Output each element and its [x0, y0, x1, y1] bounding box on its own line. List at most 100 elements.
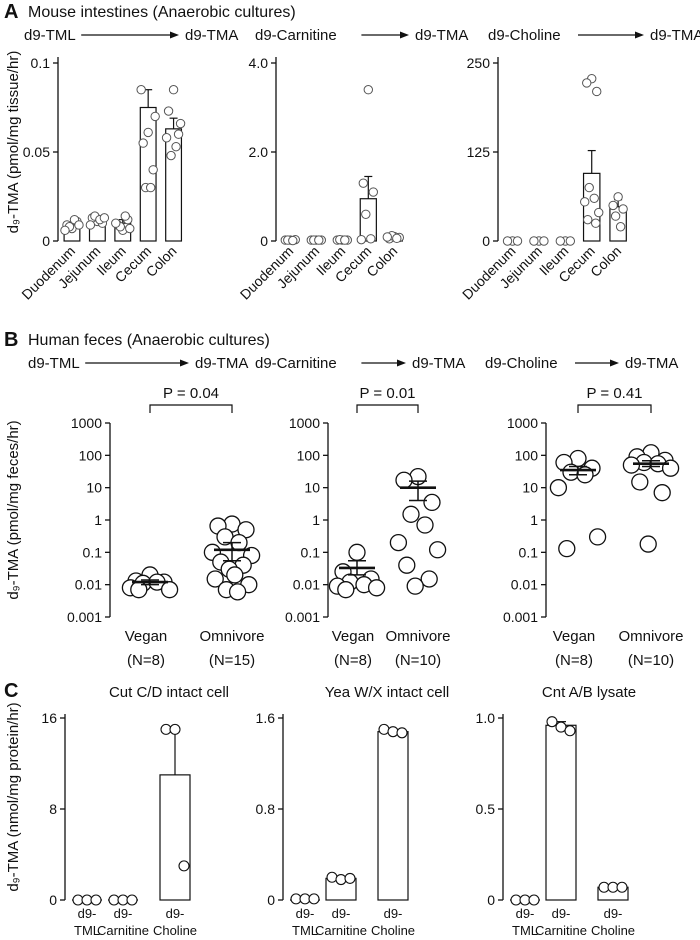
- panel-a-chart3-xtick-label: Colon: [587, 243, 624, 280]
- panel-c-chart3-point: [616, 881, 628, 893]
- panel-a-chart1-point: [136, 85, 146, 95]
- panel-c-chart3-xtick-label: d9-: [604, 906, 623, 921]
- panel-b-chart1-group-n: (N=15): [209, 652, 255, 669]
- panel-a-chart3-point: [594, 207, 604, 218]
- panel-b-chart2-pvalue: P = 0.01: [359, 385, 415, 402]
- panel-b-chart3-group-n: (N=8): [555, 652, 593, 669]
- panel-a-chart3-ytick-label: 250: [467, 55, 491, 71]
- panel-c-letter: C: [4, 680, 18, 702]
- panel-a-chart3-point: [584, 182, 594, 193]
- panel-a-chart3-ytick-label: 0: [482, 233, 490, 249]
- panel-b-letter: B: [4, 329, 18, 351]
- panel-b-chart2-ytick-label: 1: [312, 512, 320, 528]
- panel-b-chart2-arrow-head: [397, 359, 406, 367]
- panel-b-chart2-ytick-label: 1000: [289, 415, 320, 431]
- charts-layer: d9-TML d9-TMA00.050.1DuodenumJejunumIleum…: [18, 27, 700, 938]
- panel-a-chart1-point: [163, 106, 174, 116]
- panel-a-chart1-title-right: d9-TMA: [185, 27, 238, 44]
- panel-b-chart2-point: [428, 541, 447, 559]
- panel-b-chart3-point: [639, 535, 657, 553]
- panel-b-chart2-point: [389, 533, 408, 552]
- panel-b-chart1-ytick-label: 0.01: [75, 577, 102, 593]
- panel-a-chart1-point: [166, 150, 176, 161]
- panel-a-ylabel: d₉-TMA (pmol/mg tissue/hr): [5, 51, 22, 234]
- panel-b-chart1-point: [226, 566, 244, 584]
- panel-c-chart3-point: [564, 725, 576, 737]
- panel-a-chart3-point: [539, 236, 549, 246]
- panel-b-chart3-pvalue-bracket: [577, 404, 652, 413]
- panel-a-chart2-point: [314, 235, 324, 245]
- panel-a-chart2-point: [340, 235, 350, 245]
- panel-b-chart1-title-right: d9-TMA: [195, 355, 248, 372]
- panel-a-chart3-point: [580, 197, 590, 207]
- panel-a-chart2-ytick-label: 2.0: [249, 144, 269, 160]
- panel-a-chart3-point: [502, 236, 513, 246]
- panel-c-chart1-ytick-label: 0: [49, 892, 57, 908]
- panel-b-chart2-group-label: Omnivore: [385, 628, 450, 645]
- panel-a-chart1-point: [125, 223, 135, 234]
- panel-b-chart1-ytick-label: 1000: [71, 415, 102, 431]
- panel-c-chart3-xtick-label: Choline: [591, 923, 635, 938]
- panel-c-chart2-point: [378, 723, 390, 735]
- panel-b-chart3-group-label: Vegan: [553, 628, 596, 645]
- panel-c-chart1-xtick-label: TML: [74, 923, 100, 938]
- panel-c-chart2-ytick-label: 1.6: [256, 710, 276, 726]
- panel-a-letter: A: [4, 1, 18, 23]
- panel-b-chart1-ytick-label: 0.1: [83, 544, 103, 560]
- panel-c-chart1-xtick-label: Choline: [153, 923, 197, 938]
- panel-a-chart3-bar: [582, 172, 601, 242]
- panel-c-chart3-point: [528, 894, 540, 906]
- panel-b-chart3-point: [549, 479, 568, 497]
- panel-b-chart3-point: [631, 473, 649, 491]
- panel-a-chart3-point: [555, 236, 566, 246]
- panel-c-chart3-bar: [545, 724, 577, 901]
- panel-c-chart2-xtick-label: TML: [292, 923, 318, 938]
- panel-a-chart3-point: [512, 236, 523, 246]
- panel-c-chart1-title: Cut C/D intact cell: [109, 684, 229, 701]
- panel-b-chart2-ytick-label: 100: [297, 447, 321, 463]
- panel-a-chart3-point: [610, 211, 621, 221]
- panel-b-chart3-point: [653, 484, 671, 502]
- panel-a-chart3-point: [529, 236, 539, 246]
- panel-a-chart2-xtick-label: Colon: [363, 243, 400, 280]
- panel-b-chart2-point: [395, 471, 413, 489]
- panel-c-ylabel: d₉-TMA (nmol/mg protein/hr): [5, 702, 22, 891]
- panel-b-chart3-point: [622, 456, 641, 474]
- panel-a-chart2-point: [382, 232, 392, 242]
- panel-a-chart3-point: [618, 204, 628, 214]
- panel-b-chart1-title-left: d9-TML: [28, 355, 80, 372]
- panel-c-chart1-point: [178, 860, 190, 872]
- panel-c-chart1-point: [90, 894, 102, 906]
- panel-a-chart1-point: [143, 127, 153, 138]
- panel-b-chart1-ytick-label: 10: [86, 480, 102, 496]
- panel-c-chart1-bar: [159, 774, 191, 901]
- panel-a-chart3-point: [589, 193, 599, 203]
- panel-a-chart1-point: [60, 225, 70, 236]
- panel-c-chart2-point: [335, 873, 347, 886]
- panel-c-chart1-point: [169, 723, 181, 735]
- panel-b-chart1-pvalue: P = 0.04: [163, 385, 219, 402]
- panel-c-chart1-point: [126, 894, 138, 906]
- panel-a-chart2-ytick-label: 4.0: [249, 55, 269, 71]
- panel-c-chart2-xtick-label: Carnitine: [315, 923, 367, 938]
- panel-b-chart3-ytick-label: 0.01: [511, 577, 538, 593]
- panel-a-heading: Mouse intestines (Anaerobic cultures): [28, 4, 296, 21]
- panel-b-chart2-point: [348, 543, 366, 561]
- panel-a-chart3-title-right: d9-TMA: [650, 27, 700, 44]
- panel-b-chart3-ytick-label: 0.1: [519, 544, 539, 560]
- panel-a-chart2-point: [361, 209, 371, 220]
- panel-a-chart1-point: [120, 211, 130, 221]
- panel-a-chart1-point: [150, 111, 160, 122]
- panel-a-chart2-point: [356, 234, 366, 245]
- panel-c-chart3-point: [546, 716, 558, 728]
- panel-a-chart2-point: [288, 235, 298, 246]
- panel-b-chart3-ytick-label: 100: [515, 447, 539, 463]
- panel-c-chart3-xtick-label: d9-: [552, 906, 571, 921]
- panel-b-chart2-group-label: Vegan: [332, 628, 375, 645]
- panel-c-chart1-xtick-label: d9-: [114, 906, 133, 921]
- panel-a-chart1-title-left: d9-TML: [24, 27, 76, 44]
- panel-a-chart3-point: [592, 86, 602, 97]
- panel-b-chart2-point: [402, 505, 420, 523]
- panel-a-chart2-title-right: d9-TMA: [415, 27, 468, 44]
- panel-b-chart2-pvalue-bracket: [356, 404, 419, 413]
